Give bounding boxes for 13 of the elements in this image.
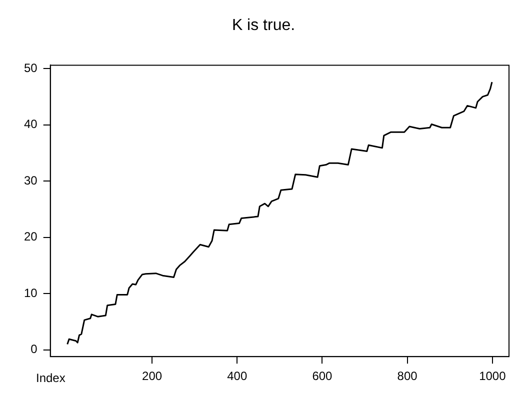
x-tick-label: 400 <box>227 369 248 384</box>
chart-title: K is true. <box>232 17 296 34</box>
x-tick-label: 600 <box>312 369 333 384</box>
y-tick-label: 30 <box>24 173 38 188</box>
x-tick-label: 800 <box>397 369 418 384</box>
x-axis-title: Index <box>36 370 66 385</box>
y-tick-label: 50 <box>24 60 38 75</box>
x-tick-label: 1000 <box>479 369 506 384</box>
y-tick-label: 10 <box>24 286 38 300</box>
y-tick-label: 40 <box>24 117 38 132</box>
y-tick-label: 0 <box>30 342 38 356</box>
y-tick-label: 20 <box>24 230 38 244</box>
x-tick-label: 200 <box>142 369 162 384</box>
